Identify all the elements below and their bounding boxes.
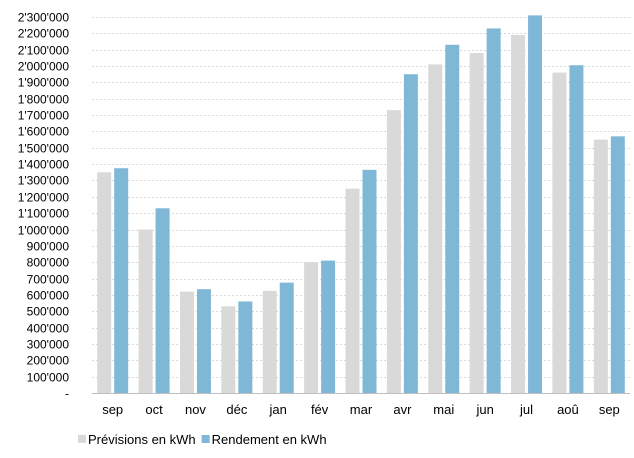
y-tick-label: 2'200'000 [18, 27, 70, 41]
y-tick-label: 300'000 [27, 338, 70, 352]
x-tick-label: mar [350, 402, 373, 417]
y-tick-label: - [65, 387, 69, 401]
bar-previsions [552, 72, 567, 393]
y-tick-label: 1'300'000 [18, 174, 70, 188]
x-tick-label: fév [311, 402, 329, 417]
legend-swatch-previsions [78, 435, 86, 443]
x-tick-labels: sep oct nov déc jan fév mar avr mai jun jul aoû sep [102, 402, 620, 417]
x-tick-label: oct [145, 402, 163, 417]
y-tick-label: 1'800'000 [18, 93, 70, 107]
x-tick-label: aoû [557, 402, 579, 417]
legend-label-previsions: Prévisions en kWh [88, 432, 196, 447]
bar-previsions [221, 306, 236, 393]
y-tick-label: 1'900'000 [18, 76, 70, 90]
bar-rendement [238, 301, 253, 393]
bar-rendement [155, 208, 170, 393]
y-tick-label: 1'100'000 [18, 207, 70, 221]
bar-rendement [196, 289, 211, 393]
x-tick-label: sep [599, 402, 620, 417]
y-tick-label: 1'500'000 [18, 142, 70, 156]
y-tick-label: 200'000 [27, 354, 70, 368]
x-tick-label: avr [393, 402, 412, 417]
y-tick-labels: - 100'000 200'000 300'000 400'000 500'000 600'… [18, 11, 70, 401]
y-tick-label: 700'000 [27, 273, 70, 287]
x-tick-label: jun [475, 402, 493, 417]
bar-previsions [262, 290, 277, 393]
bar-rendement [279, 282, 294, 393]
bar-previsions [304, 262, 319, 393]
bar-rendement [403, 74, 418, 393]
bar-rendement [610, 136, 625, 394]
bar-rendement [114, 168, 129, 393]
bar-previsions [386, 110, 401, 393]
y-tick-label: 400'000 [27, 322, 70, 336]
legend-label-rendement: Rendement en kWh [212, 432, 327, 447]
y-tick-label: 1'000'000 [18, 224, 70, 238]
bar-rendement [569, 65, 584, 394]
legend: Prévisions en kWh Rendement en kWh [78, 432, 327, 447]
x-tick-label: mai [433, 402, 454, 417]
y-tick-label: 800'000 [27, 256, 70, 270]
y-tick-label: 600'000 [27, 289, 70, 303]
y-tick-label: 1'700'000 [18, 109, 70, 123]
gridlines [92, 17, 630, 378]
y-tick-label: 100'000 [27, 371, 70, 385]
y-tick-label: 900'000 [27, 240, 70, 254]
bar-previsions [511, 34, 526, 394]
bar-previsions [469, 52, 484, 394]
bar-previsions [179, 291, 194, 393]
y-tick-label: 2'300'000 [18, 11, 70, 25]
y-tick-label: 500'000 [27, 305, 70, 319]
x-tick-label: jul [519, 402, 533, 417]
x-tick-label: nov [185, 402, 206, 417]
bar-rendement [321, 260, 336, 393]
x-tick-label: déc [226, 402, 247, 417]
bar-rendement [362, 169, 377, 393]
y-tick-label: 1'600'000 [18, 125, 70, 139]
x-tick-label: jan [269, 402, 287, 417]
y-tick-label: 1'200'000 [18, 191, 70, 205]
x-tick-label: sep [102, 402, 123, 417]
y-tick-label: 1'400'000 [18, 158, 70, 172]
bar-rendement [486, 28, 501, 393]
bar-previsions [428, 64, 443, 394]
bar-rendement [445, 44, 460, 393]
y-tick-label: 2'000'000 [18, 60, 70, 74]
bar-rendement [528, 15, 543, 394]
bar-previsions [345, 188, 360, 393]
y-tick-label: 2'100'000 [18, 44, 70, 58]
bar-previsions [138, 229, 153, 393]
bar-previsions [593, 139, 608, 393]
bar-previsions [97, 172, 112, 393]
legend-swatch-rendement [201, 435, 210, 443]
bars [97, 15, 625, 394]
